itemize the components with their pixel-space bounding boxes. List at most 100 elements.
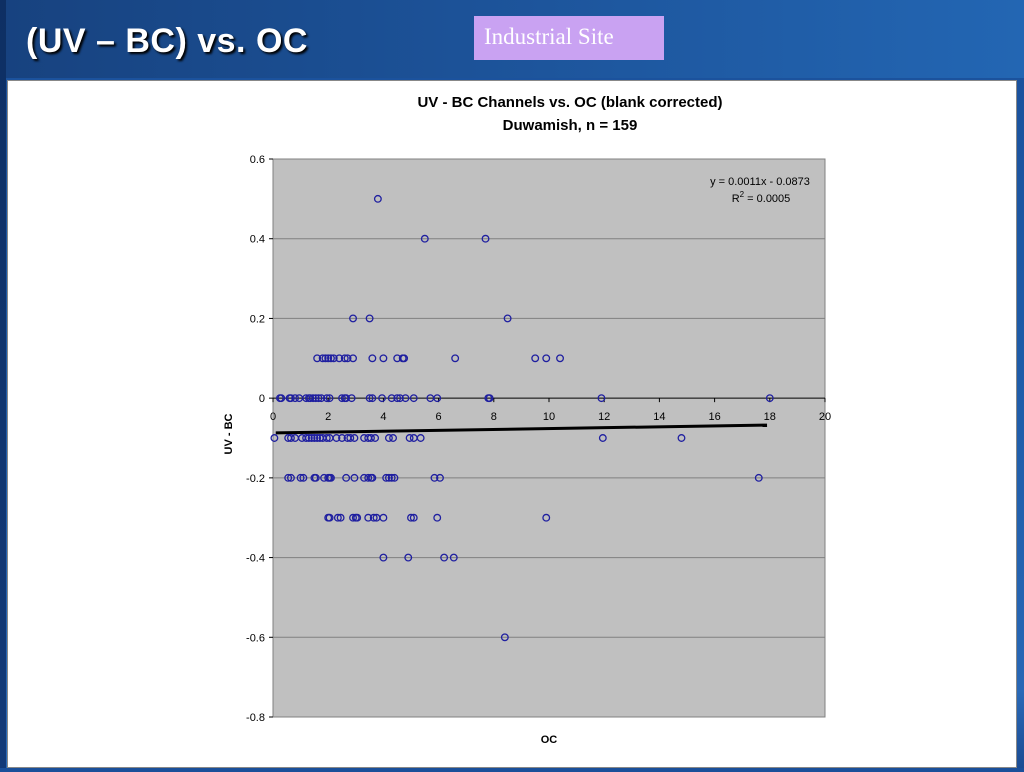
trendline-equation: y = 0.0011x - 0.0873: [710, 176, 810, 188]
data-point: [306, 394, 315, 403]
data-point: [531, 354, 540, 363]
data-point: [404, 553, 413, 562]
data-point: [430, 473, 439, 482]
data-point: [299, 473, 308, 482]
scatter-chart: UV - BC Channels vs. OC (blank corrected…: [223, 94, 831, 746]
x-tick-label: 16: [708, 411, 720, 423]
y-tick-label: 0.6: [250, 154, 265, 166]
data-point: [349, 513, 357, 522]
data-point: [324, 354, 333, 363]
data-point: [542, 354, 551, 363]
data-point: [368, 394, 377, 403]
data-point: [347, 394, 356, 403]
data-point: [333, 513, 342, 522]
data-point: [349, 314, 357, 323]
data-point: [765, 394, 774, 403]
data-point: [364, 473, 373, 482]
y-tick-label: 0.2: [250, 313, 265, 325]
data-point: [389, 434, 398, 442]
y-tick-label: 0: [259, 393, 265, 405]
data-point: [291, 394, 300, 403]
data-point: [343, 354, 352, 363]
x-tick-label: 14: [653, 411, 665, 423]
x-tick-label: 18: [764, 411, 776, 423]
data-point: [338, 434, 346, 442]
x-tick-label: 10: [543, 411, 555, 423]
data-point: [340, 354, 349, 363]
data-point: [598, 434, 607, 442]
data-point: [382, 473, 391, 482]
data-point: [407, 513, 415, 522]
x-tick-label: 4: [380, 411, 386, 423]
data-point: [433, 513, 442, 522]
chart-subtitle: Duwamish, n = 159: [503, 117, 638, 134]
x-axis-label: OC: [541, 734, 558, 746]
data-point: [353, 513, 362, 522]
data-point: [436, 473, 444, 482]
data-point: [597, 394, 606, 403]
data-point: [311, 394, 320, 403]
data-point: [379, 354, 388, 363]
data-point: [317, 394, 326, 403]
data-point: [378, 394, 386, 403]
data-point: [420, 234, 429, 243]
trendline-r2: R2 = 0.0005: [732, 190, 791, 205]
data-point: [387, 394, 396, 403]
data-point: [451, 354, 460, 363]
data-point: [449, 553, 458, 562]
y-axis-ticks: 0.6 0.4 0.2 0 -0.2 -0.4 -0.6 -0.8: [246, 154, 273, 724]
x-tick-label: 2: [325, 411, 331, 423]
data-point: [332, 434, 341, 442]
data-point: [313, 354, 322, 363]
x-tick-label: 6: [436, 411, 442, 423]
x-axis-ticks: 0 2 4 6 8 10 12 14 16 18 20: [270, 398, 831, 423]
data-point: [379, 513, 388, 522]
data-point: [364, 513, 373, 522]
x-tick-label: 20: [819, 411, 831, 423]
data-point: [325, 394, 334, 403]
data-point: [384, 473, 393, 482]
data-point: [327, 473, 335, 482]
data-point: [286, 473, 295, 482]
y-tick-label: 0.4: [250, 234, 265, 246]
data-point: [400, 354, 409, 363]
data-point: [365, 314, 374, 323]
data-point: [304, 434, 313, 442]
data-point: [405, 434, 414, 442]
x-tick-label: 8: [491, 411, 497, 423]
y-tick-label: -0.2: [246, 473, 265, 485]
data-point: [401, 394, 410, 403]
y-axis-label: UV - BC: [223, 413, 235, 454]
data-point: [335, 354, 344, 363]
data-point: [270, 434, 279, 442]
data-point: [327, 354, 335, 363]
data-point: [373, 194, 382, 203]
x-tick-label: 12: [598, 411, 610, 423]
data-point: [350, 434, 359, 442]
data-point: [542, 513, 551, 522]
data-point: [396, 394, 404, 403]
site-badge: Industrial Site: [474, 16, 664, 60]
slide-title: (UV – BC) vs. OC: [26, 22, 308, 60]
trendline: [275, 423, 768, 435]
y-tick-label: -0.8: [246, 712, 265, 724]
data-point: [409, 513, 418, 522]
data-point: [387, 473, 396, 482]
data-point: [302, 434, 311, 442]
data-point: [409, 394, 418, 403]
left-accent-bar: [0, 0, 6, 768]
data-point: [322, 434, 331, 442]
data-point: [485, 394, 494, 403]
y-tick-label: -0.4: [246, 553, 265, 565]
data-point: [393, 394, 402, 403]
data-point: [379, 553, 388, 562]
data-point: [500, 633, 509, 642]
data-point: [284, 473, 293, 482]
data-point: [481, 234, 490, 243]
data-point: [322, 394, 331, 403]
data-point: [556, 354, 564, 363]
data-point: [318, 354, 327, 363]
data-point: [277, 394, 286, 403]
data-point: [440, 553, 449, 562]
data-point: [390, 473, 399, 482]
